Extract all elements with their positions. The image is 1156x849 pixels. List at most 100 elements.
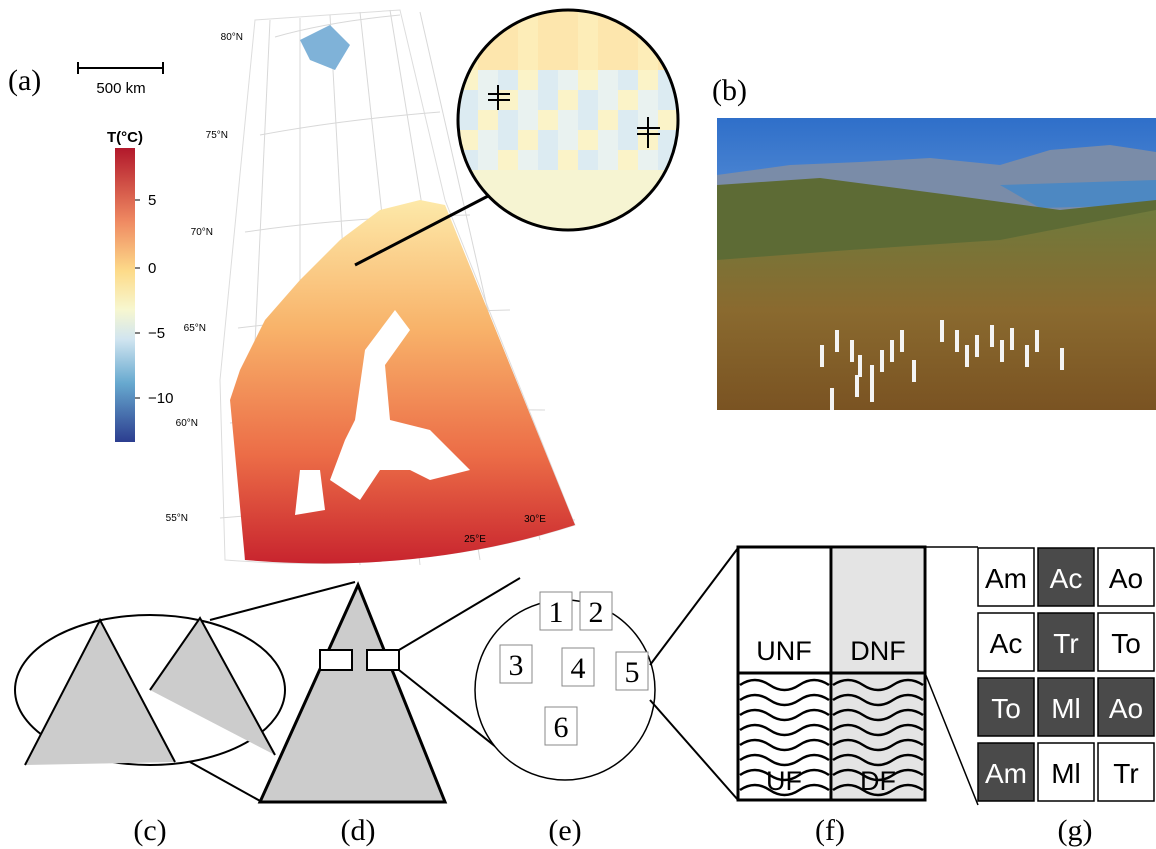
- photo: [717, 118, 1156, 410]
- species-cell: [1097, 612, 1155, 672]
- species-label: Tr: [1053, 628, 1078, 659]
- plot-number: 4: [571, 652, 586, 685]
- species-label: Ml: [1051, 758, 1081, 789]
- pixel: [538, 130, 558, 150]
- species-label: Ac: [990, 628, 1023, 659]
- pixel: [498, 190, 518, 210]
- stake: [955, 330, 959, 352]
- pixel: [458, 110, 478, 130]
- pixel: [498, 50, 518, 70]
- snow-fence-hatch: [739, 678, 830, 692]
- pixel: [498, 110, 518, 130]
- pixel: [558, 50, 578, 70]
- snow-fence-hatch: [832, 753, 924, 767]
- stake: [1035, 330, 1039, 352]
- plot-square: [561, 647, 595, 687]
- zoom-line: [924, 672, 979, 806]
- scale-label: 500 km: [96, 80, 145, 97]
- site-marker: [488, 85, 660, 148]
- pixel: [558, 190, 578, 210]
- zoom-line: [189, 761, 263, 803]
- species-cell: [977, 612, 1035, 672]
- species-label: Am: [985, 758, 1027, 789]
- stake: [830, 388, 834, 410]
- plot-number: 5: [625, 656, 640, 689]
- colorbar: [115, 148, 135, 442]
- snow-fence-hatch: [739, 768, 830, 782]
- panel-label: (a): [8, 64, 41, 97]
- panel-label: (b): [712, 74, 747, 107]
- plot-square: [539, 591, 573, 631]
- species-label: To: [1111, 628, 1141, 659]
- pixel: [598, 110, 618, 130]
- pixel: [538, 10, 558, 30]
- species-cell: [1097, 547, 1155, 607]
- pixel: [478, 150, 498, 170]
- stake: [900, 330, 904, 352]
- snow-fence-hatch: [832, 723, 924, 737]
- treatment-label: DNF: [850, 636, 906, 666]
- plot-number: 3: [509, 649, 524, 682]
- pixel: [478, 110, 498, 130]
- pixel: [578, 70, 598, 90]
- pixel: [558, 130, 578, 150]
- pixel: [618, 110, 638, 130]
- pixel: [578, 210, 598, 230]
- snow-fence-hatch: [832, 678, 924, 692]
- pixel: [598, 30, 618, 50]
- stake: [1025, 345, 1029, 367]
- graticule: [259, 111, 441, 136]
- species-cell: [1097, 677, 1155, 737]
- pixel: [518, 150, 538, 170]
- pixel: [578, 90, 598, 110]
- pixel: [618, 170, 638, 190]
- pixel: [578, 30, 598, 50]
- pixel: [618, 130, 638, 150]
- graticule: [274, 14, 401, 38]
- map: [219, 9, 576, 566]
- pixel: [558, 210, 578, 230]
- pixel: [538, 90, 558, 110]
- pixel: [578, 110, 598, 130]
- stake: [890, 340, 894, 362]
- latitude-label: 75°N: [206, 130, 228, 141]
- pixel: [638, 70, 658, 90]
- pixel: [498, 70, 518, 90]
- species-label: To: [991, 693, 1021, 724]
- snow-fence-hatch: [739, 693, 830, 707]
- pixel: [478, 30, 498, 50]
- colorbar-label: −10: [148, 390, 173, 407]
- treatment-label: UF: [766, 766, 802, 796]
- pixel: [598, 70, 618, 90]
- species-label: Ml: [1051, 693, 1081, 724]
- colorbar-label: 5: [148, 192, 156, 209]
- pixel: [578, 10, 598, 30]
- plot-square: [579, 591, 613, 631]
- latitude-label: 55°N: [166, 513, 188, 524]
- pixel: [458, 30, 478, 50]
- pixel: [538, 30, 558, 50]
- pixel: [578, 190, 598, 210]
- pixel: [478, 70, 498, 90]
- pixel: [598, 90, 618, 110]
- snow-fence-hatch: [832, 768, 924, 782]
- latitude-label: 70°N: [191, 227, 213, 238]
- pixel: [658, 130, 678, 150]
- pixel: [598, 170, 618, 190]
- panel-label: (c): [133, 814, 166, 847]
- pixel: [518, 30, 538, 50]
- stake: [912, 360, 916, 382]
- pixel: [638, 10, 658, 30]
- stake: [880, 350, 884, 372]
- plot-number: 6: [554, 711, 569, 744]
- snow-fence-hatch: [832, 693, 924, 707]
- species-label: Ao: [1109, 693, 1143, 724]
- pixel: [618, 150, 638, 170]
- pixel: [538, 210, 558, 230]
- species-label: Tr: [1113, 758, 1138, 789]
- pixel: [618, 90, 638, 110]
- latitude-label: 80°N: [221, 32, 243, 43]
- pixel: [518, 110, 538, 130]
- pixel: [618, 190, 638, 210]
- species-cell: [977, 742, 1035, 802]
